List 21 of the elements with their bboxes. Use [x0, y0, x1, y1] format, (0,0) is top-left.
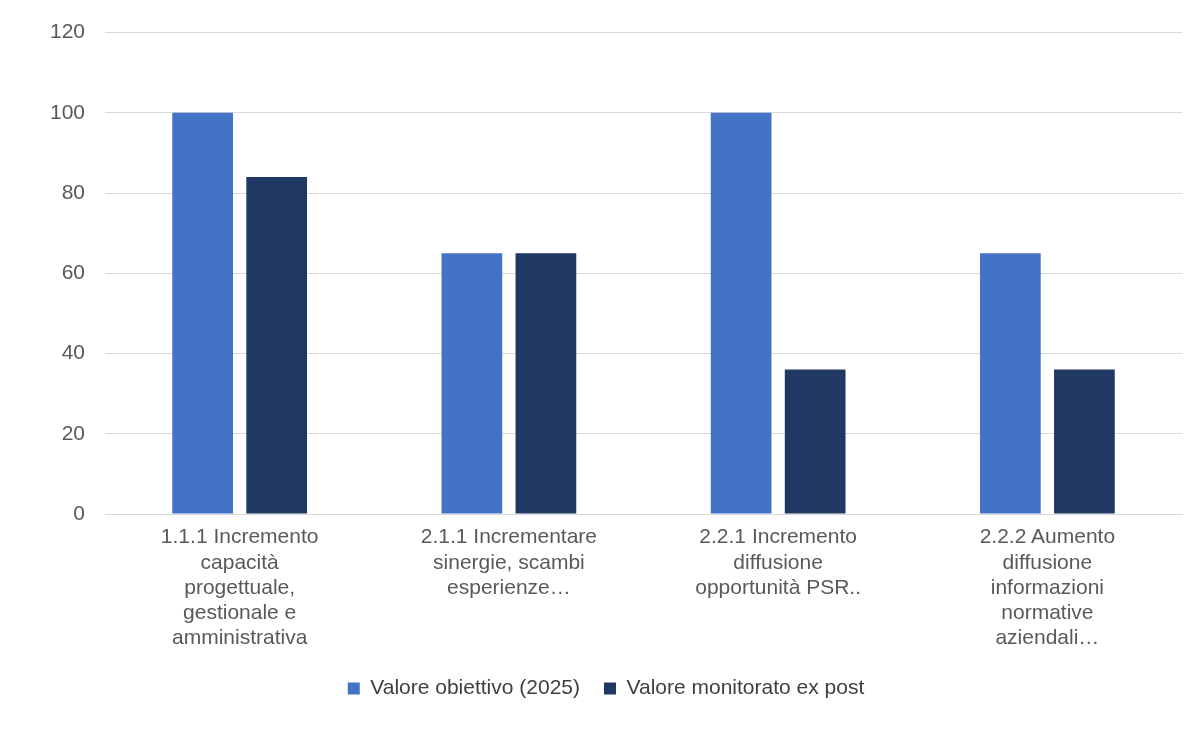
x-tick-label: 1.1.1 Incremento capacità progettuale, gestionale e amministrativa	[160, 524, 319, 649]
bar	[784, 369, 846, 514]
bar	[246, 177, 308, 514]
y-tick-label: 120	[49, 19, 86, 43]
legend-label: Valore obiettivo (2025)	[370, 675, 580, 699]
y-tick-label: 80	[61, 179, 86, 203]
x-tick-label: 2.2.1 Incremento diffusione opportunità PSR..	[695, 524, 862, 598]
x-tick-label: 2.2.2 Aumento diffusione informazioni normative aziendali…	[979, 524, 1116, 649]
y-tick-label: 20	[61, 420, 86, 444]
bar	[441, 253, 503, 514]
bar	[515, 253, 577, 514]
y-tick-label: 100	[49, 99, 86, 123]
bar	[710, 112, 772, 514]
x-tick-label: 2.1.1 Incrementare sinergie, scambi esperienze…	[420, 524, 598, 598]
y-tick-label: 0	[73, 500, 86, 524]
y-tick-label: 40	[61, 340, 86, 364]
bar	[980, 253, 1041, 514]
bar	[1054, 369, 1115, 514]
y-tick-label: 60	[61, 260, 86, 284]
legend-label: Valore monitorato ex post	[626, 675, 865, 699]
bar	[172, 112, 233, 514]
